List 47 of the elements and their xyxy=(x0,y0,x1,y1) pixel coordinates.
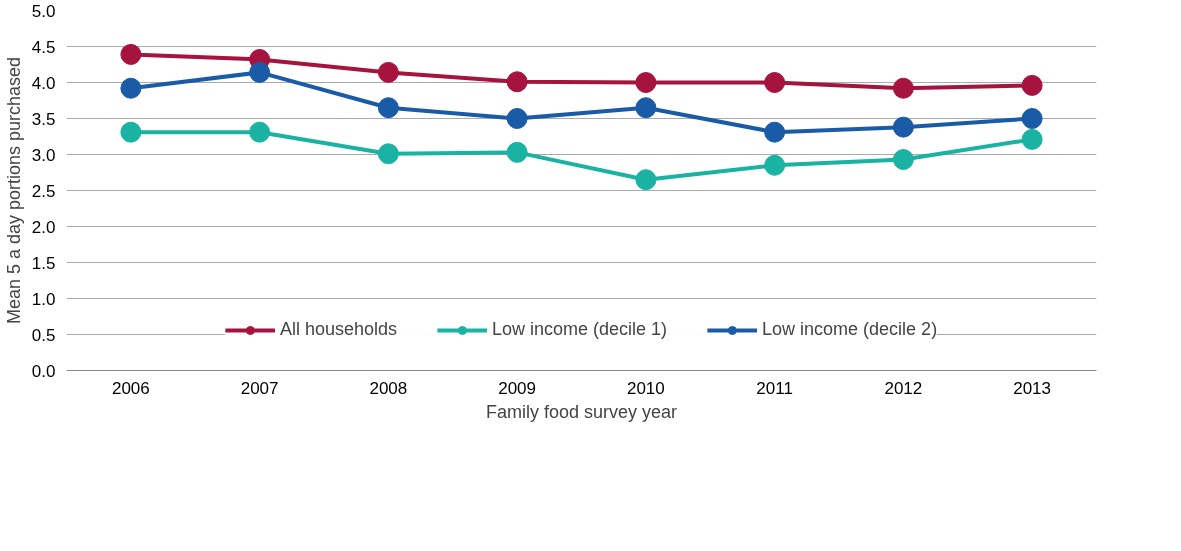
point xyxy=(635,169,657,191)
y-tick-label: 2.5 xyxy=(31,181,56,201)
point xyxy=(377,143,399,165)
legend-label: Low income (decile 1) xyxy=(491,319,668,340)
point xyxy=(635,72,657,93)
point xyxy=(1021,128,1043,150)
point xyxy=(1021,74,1043,96)
point xyxy=(120,43,142,65)
y-tick-label: 2.0 xyxy=(31,217,56,237)
point xyxy=(635,97,657,119)
legend-label: All households xyxy=(279,319,397,340)
y-tick-label: 4.0 xyxy=(31,73,56,93)
point xyxy=(892,116,914,138)
point xyxy=(892,149,914,171)
x-tick-label: 2007 xyxy=(240,378,279,398)
point xyxy=(506,71,528,93)
point xyxy=(506,108,528,129)
y-tick-label: 4.5 xyxy=(31,37,56,57)
point xyxy=(764,154,786,176)
point xyxy=(120,121,142,143)
y-tick-label: 3.5 xyxy=(31,109,56,129)
y-tick-label: 3.0 xyxy=(31,145,56,165)
y-tick-label: 5.0 xyxy=(31,1,56,21)
y-tick-label: 0.5 xyxy=(31,325,56,345)
point xyxy=(764,72,786,93)
point xyxy=(764,121,786,143)
point xyxy=(506,141,528,163)
y-axis-title: Mean 5 a day portions purchased xyxy=(3,56,24,325)
y-tick-label: 1.5 xyxy=(31,253,56,273)
x-tick-label: 2010 xyxy=(626,378,665,398)
x-tick-label: 2011 xyxy=(756,378,793,398)
x-axis-title: Family food survey year xyxy=(485,401,678,422)
point xyxy=(377,61,399,83)
point xyxy=(120,77,142,99)
x-tick-label: 2009 xyxy=(498,378,537,398)
point xyxy=(892,77,914,99)
y-tick-label: 1.0 xyxy=(31,289,56,309)
y-tick-label: 0.0 xyxy=(31,361,56,381)
x-tick-label: 2008 xyxy=(369,378,408,398)
legend-label: Low income (decile 2) xyxy=(762,319,938,340)
point xyxy=(377,97,399,119)
point xyxy=(249,61,271,83)
x-tick-label: 2012 xyxy=(884,378,923,398)
x-tick-label: 2006 xyxy=(111,378,150,398)
point xyxy=(1021,108,1043,129)
point xyxy=(249,121,271,143)
x-tick-label: 2013 xyxy=(1013,378,1052,398)
